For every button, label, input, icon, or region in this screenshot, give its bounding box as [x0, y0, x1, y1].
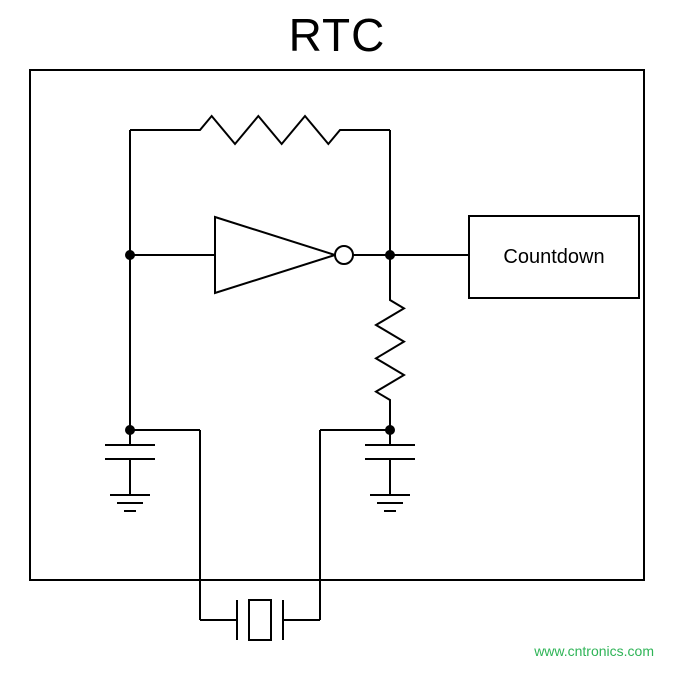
countdown-block: Countdown — [468, 215, 640, 299]
countdown-label: Countdown — [503, 246, 604, 269]
watermark-text: www.cntronics.com — [534, 643, 654, 659]
diagram-title: RTC — [0, 8, 674, 62]
